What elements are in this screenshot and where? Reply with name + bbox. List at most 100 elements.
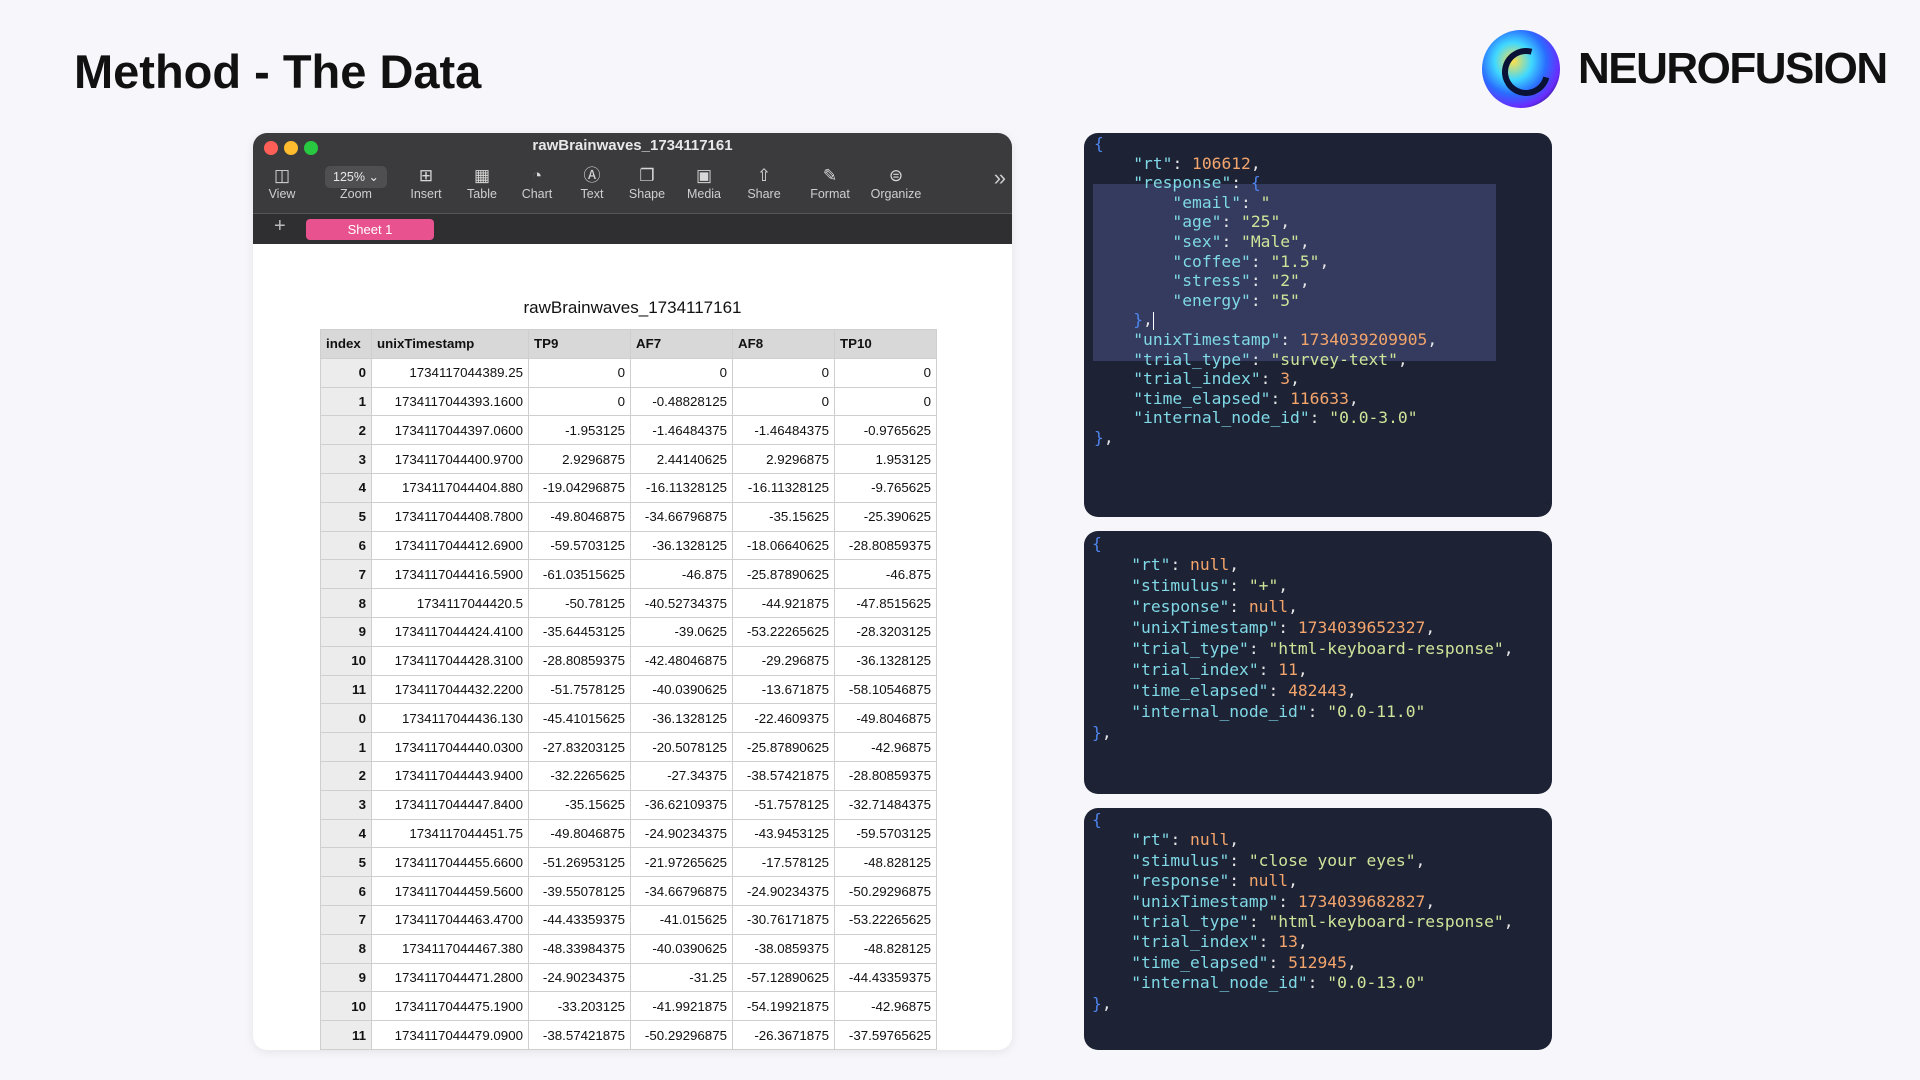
table-cell[interactable]: 0 [732,386,835,417]
table-cell[interactable]: 1.953125 [834,444,937,474]
table-cell[interactable]: -46.875 [630,559,733,590]
table-cell[interactable]: 1734117044400.9700 [371,444,529,474]
table-cell[interactable]: -35.15625 [528,789,631,820]
minimize-window-button[interactable] [284,141,298,155]
table-cell[interactable]: -32.71484375 [834,789,937,820]
table-cell[interactable]: 1734117044443.9400 [371,760,529,791]
table-cell[interactable]: 1734117044404.880 [371,472,529,503]
table-cell[interactable]: 1734117044440.0300 [371,732,529,762]
table-cell[interactable]: -28.80859375 [834,760,937,791]
table-cell[interactable]: 1734117044424.4100 [371,616,529,647]
table-cell[interactable]: 1734117044471.2800 [371,962,529,993]
table-cell[interactable]: -50.29296875 [834,876,937,906]
table-cell[interactable]: -28.80859375 [834,530,937,561]
chart-button[interactable]: ◔ Chart [512,165,562,201]
table-cell[interactable]: -53.22265625 [834,904,937,935]
table-cell[interactable]: 1734117044463.4700 [371,904,529,935]
table-cell[interactable]: -35.15625 [732,501,835,532]
close-window-button[interactable] [264,141,278,155]
row-index-cell[interactable]: 5 [320,847,372,878]
table-cell[interactable]: -38.57421875 [732,760,835,791]
column-header[interactable]: AF8 [732,329,835,359]
table-cell[interactable]: -44.921875 [732,588,835,618]
table-cell[interactable]: -47.8515625 [834,588,937,618]
table-cell[interactable]: 1734117044412.6900 [371,530,529,561]
zoom-select[interactable]: 125% ⌄ [325,166,387,188]
row-index-cell[interactable]: 3 [320,789,372,820]
row-index-cell[interactable]: 9 [320,962,372,993]
column-header[interactable]: unixTimestamp [371,329,529,359]
table-cell[interactable]: -30.76171875 [732,904,835,935]
table-cell[interactable]: -40.52734375 [630,588,733,618]
row-index-cell[interactable]: 11 [320,674,372,705]
table-cell[interactable]: -18.06640625 [732,530,835,561]
table-cell[interactable]: -1.46484375 [732,415,835,446]
table-cell[interactable]: -16.11328125 [630,472,733,503]
row-index-cell[interactable]: 10 [320,991,372,1022]
sheet-tab[interactable]: Sheet 1 [306,219,434,240]
table-cell[interactable]: -31.25 [630,962,733,993]
column-header[interactable]: TP9 [528,329,631,359]
table-cell[interactable]: -59.5703125 [834,818,937,849]
table-cell[interactable]: -48.33984375 [528,933,631,964]
table-cell[interactable]: -38.57421875 [528,1020,631,1050]
row-index-cell[interactable]: 8 [320,933,372,964]
table-button[interactable]: ▦ Table [457,165,507,201]
table-cell[interactable]: -39.55078125 [528,876,631,906]
table-cell[interactable]: -50.78125 [528,588,631,618]
table-cell[interactable]: 1734117044447.8400 [371,789,529,820]
table-cell[interactable]: -37.59765625 [834,1020,937,1050]
table-cell[interactable]: 1734117044455.6600 [371,847,529,878]
table-cell[interactable]: 1734117044389.25 [371,357,529,388]
table-cell[interactable]: -42.96875 [834,991,937,1022]
table-cell[interactable]: -36.62109375 [630,789,733,820]
table-cell[interactable]: -0.48828125 [630,386,733,417]
table-cell[interactable]: -61.03515625 [528,559,631,590]
view-button[interactable]: ◫ View [264,165,300,201]
table-cell[interactable]: 0 [528,357,631,388]
column-header[interactable]: index [320,329,372,359]
row-index-cell[interactable]: 7 [320,904,372,935]
table-cell[interactable]: -21.97265625 [630,847,733,878]
text-button[interactable]: Ⓐ Text [567,165,617,201]
table-cell[interactable]: -59.5703125 [528,530,631,561]
row-index-cell[interactable]: 11 [320,1020,372,1050]
table-cell[interactable]: -24.90234375 [732,876,835,906]
table-cell[interactable]: 1734117044397.0600 [371,415,529,446]
table-cell[interactable]: -17.578125 [732,847,835,878]
table-cell[interactable]: 2.44140625 [630,444,733,474]
row-index-cell[interactable]: 9 [320,616,372,647]
table-cell[interactable]: -25.87890625 [732,732,835,762]
table-cell[interactable]: -19.04296875 [528,472,631,503]
format-button[interactable]: ✎ Format [804,165,856,201]
table-cell[interactable]: -24.90234375 [630,818,733,849]
table-cell[interactable]: -38.0859375 [732,933,835,964]
add-sheet-button[interactable]: + [274,215,286,237]
table-cell[interactable]: -51.7578125 [528,674,631,705]
table-cell[interactable]: -27.83203125 [528,732,631,762]
media-button[interactable]: ▣ Media [679,165,729,201]
organize-button[interactable]: ⊜ Organize [865,165,927,201]
table-cell[interactable]: 1734117044393.1600 [371,386,529,417]
insert-button[interactable]: ⊞ Insert [401,165,451,201]
table-cell[interactable]: -44.43359375 [834,962,937,993]
table-cell[interactable]: -40.0390625 [630,674,733,705]
table-cell[interactable]: -50.29296875 [630,1020,733,1050]
table-cell[interactable]: -32.2265625 [528,760,631,791]
table-cell[interactable]: -48.828125 [834,933,937,964]
table-cell[interactable]: -26.3671875 [732,1020,835,1050]
table-cell[interactable]: -28.3203125 [834,616,937,647]
table-cell[interactable]: -25.390625 [834,501,937,532]
share-button[interactable]: ⇧ Share [739,165,789,201]
row-index-cell[interactable]: 6 [320,876,372,906]
table-cell[interactable]: -48.828125 [834,847,937,878]
table-cell[interactable]: -41.9921875 [630,991,733,1022]
table-cell[interactable]: -54.19921875 [732,991,835,1022]
table-cell[interactable]: 0 [834,357,937,388]
table-cell[interactable]: 0 [528,386,631,417]
table-cell[interactable]: 0 [630,357,733,388]
row-index-cell[interactable]: 6 [320,530,372,561]
table-cell[interactable]: 1734117044408.7800 [371,501,529,532]
row-index-cell[interactable]: 5 [320,501,372,532]
table-cell[interactable]: 1734117044428.3100 [371,645,529,676]
